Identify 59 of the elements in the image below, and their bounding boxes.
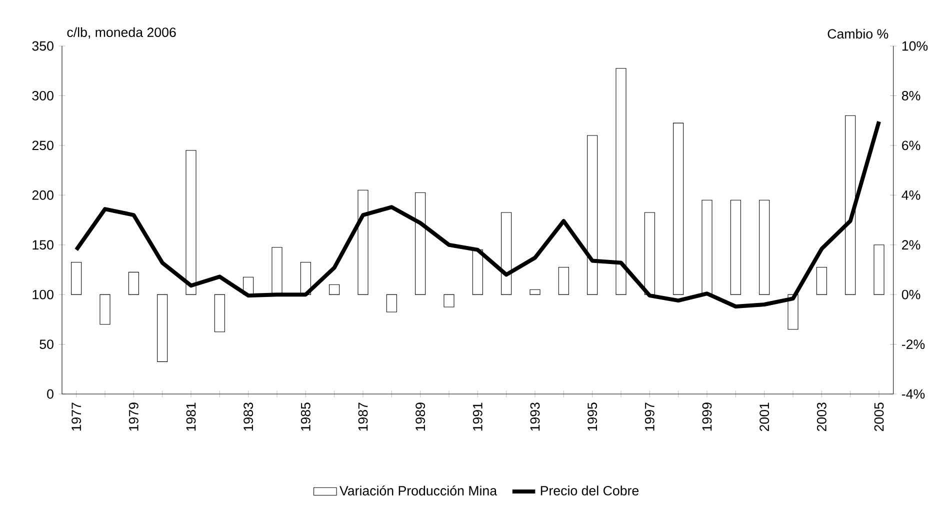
y-tick-label: 300: [32, 90, 54, 100]
y2-tick-label: 0%: [902, 290, 920, 300]
bar: [444, 294, 454, 308]
bar: [558, 266, 569, 295]
bar: [644, 212, 655, 295]
bar: [100, 294, 110, 325]
y2-tick-label: -2%: [902, 340, 925, 349]
bar: [272, 247, 282, 295]
legend-label: Variación Producción Mina: [340, 486, 498, 496]
y-tick-label: 50: [40, 340, 54, 349]
y-tick-label: 100: [32, 290, 54, 300]
x-tick-label: 1997: [644, 402, 654, 431]
bar: [71, 262, 82, 295]
x-tick-label: 1993: [530, 402, 540, 431]
bar: [214, 294, 225, 332]
bar: [816, 266, 827, 295]
bar: [186, 150, 196, 295]
x-tick-label: 2001: [760, 402, 770, 432]
legend-label: Precio del Cobre: [540, 486, 639, 496]
y2-axis-title: Cambio %: [828, 28, 888, 39]
bar: [587, 135, 598, 295]
y2-tick-label: 8%: [902, 90, 920, 100]
x-tick-label: 1987: [358, 402, 368, 431]
bar: [386, 294, 397, 312]
x-tick-label: 1991: [472, 402, 482, 431]
x-tick-label: 2005: [874, 402, 884, 432]
bar: [759, 200, 770, 295]
bar: [415, 192, 426, 295]
y-tick-label: 200: [32, 190, 54, 200]
bar: [329, 284, 340, 295]
bar: [874, 244, 884, 295]
bar: [702, 200, 712, 295]
bar: [472, 250, 483, 295]
x-tick-label: 1985: [300, 402, 310, 431]
bar: [128, 272, 139, 295]
y-tick-label: 0: [47, 389, 54, 399]
x-tick-label: 1999: [702, 402, 712, 431]
y2-tick-label: 10%: [902, 41, 928, 51]
y2-tick-label: 6%: [902, 140, 920, 150]
bar: [673, 122, 684, 295]
x-tick-label: 1983: [244, 402, 254, 431]
x-tick-label: 2003: [816, 402, 826, 432]
bar: [157, 294, 168, 362]
bar: [501, 212, 512, 295]
y-tick-label: 250: [32, 140, 54, 150]
y-tick-label: 150: [32, 240, 54, 250]
y2-tick-label: 4%: [902, 190, 920, 200]
x-tick-label: 1979: [128, 402, 138, 431]
x-tick-label: 1989: [416, 402, 426, 431]
y-axis-title: c/lb, moneda 2006: [67, 27, 176, 39]
bar: [358, 190, 368, 295]
y2-tick-label: 2%: [902, 240, 920, 250]
x-tick-label: 1995: [588, 402, 598, 431]
y-tick-label: 350: [32, 41, 54, 51]
bar: [530, 289, 540, 295]
x-tick-label: 1977: [72, 402, 82, 431]
y2-tick-label: -4%: [902, 389, 925, 399]
x-tick-label: 1981: [186, 402, 196, 431]
bar: [730, 200, 741, 295]
